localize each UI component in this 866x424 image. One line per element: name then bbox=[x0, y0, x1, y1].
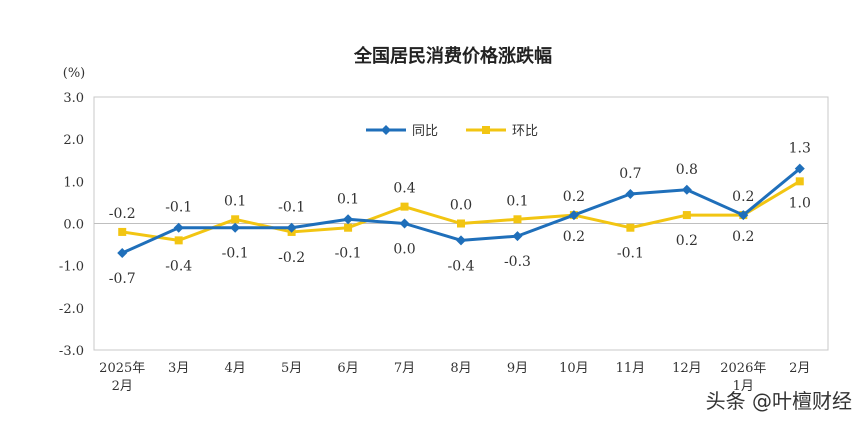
x-tick-label: 2025年 bbox=[99, 361, 145, 376]
data-label: 0.8 bbox=[676, 162, 698, 178]
data-point bbox=[738, 210, 749, 221]
x-tick-label: 5月 bbox=[281, 361, 302, 376]
data-label: -0.1 bbox=[335, 246, 362, 262]
y-tick-label: 2.0 bbox=[63, 133, 84, 148]
data-point bbox=[682, 211, 691, 220]
x-tick-label: 2月 bbox=[789, 361, 810, 376]
data-point bbox=[173, 222, 184, 233]
legend: 同比 环比 bbox=[366, 124, 538, 139]
chart-title: 全国居民消费价格涨跌幅 bbox=[353, 45, 552, 67]
x-tick-label: 12月 bbox=[672, 361, 702, 376]
data-label: 0.0 bbox=[450, 198, 472, 214]
legend-marker bbox=[482, 126, 490, 134]
x-tick-label: 1月 bbox=[733, 379, 754, 394]
data-point bbox=[400, 202, 409, 211]
data-point bbox=[795, 177, 804, 186]
y-axis-unit: (%) bbox=[63, 66, 86, 81]
data-label: 0.0 bbox=[393, 242, 415, 258]
data-label: -0.3 bbox=[504, 254, 531, 270]
data-point bbox=[625, 188, 636, 199]
y-axis-ticks: 3.0 2.0 1.0 0.0 -1.0 -2.0 -3.0 bbox=[59, 91, 84, 359]
x-tick-label: 7月 bbox=[394, 361, 415, 376]
x-tick-label: 8月 bbox=[450, 361, 471, 376]
y-tick-label: 1.0 bbox=[63, 175, 84, 190]
legend-label: 同比 bbox=[412, 124, 438, 139]
data-point bbox=[794, 163, 805, 174]
data-label: -0.2 bbox=[278, 250, 305, 266]
data-point bbox=[626, 223, 635, 232]
data-label: -0.4 bbox=[448, 258, 475, 274]
data-label: 0.2 bbox=[732, 229, 754, 245]
data-label: -0.4 bbox=[165, 258, 192, 274]
x-tick-label: 9月 bbox=[507, 361, 528, 376]
data-point bbox=[174, 236, 183, 245]
y-tick-label: 0.0 bbox=[63, 218, 84, 233]
data-label: 0.2 bbox=[563, 189, 585, 205]
data-label: 1.0 bbox=[789, 195, 811, 211]
x-tick-label: 11月 bbox=[616, 361, 646, 376]
data-point bbox=[512, 231, 523, 242]
y-tick-label: -3.0 bbox=[59, 344, 84, 359]
legend-marker bbox=[381, 125, 391, 135]
data-label: 0.1 bbox=[506, 193, 528, 209]
data-label: 0.1 bbox=[224, 193, 246, 209]
data-label: -0.1 bbox=[165, 200, 192, 216]
y-tick-label: -1.0 bbox=[59, 260, 84, 275]
data-point bbox=[117, 248, 128, 259]
data-point bbox=[344, 223, 353, 232]
data-label: 0.7 bbox=[619, 166, 641, 182]
data-point bbox=[681, 184, 692, 195]
data-labels: -0.7 -0.2 -0.1 -0.4 -0.1 0.1 -0.1 -0.2 0.1 -0.1 0.… bbox=[109, 141, 811, 287]
data-label: -0.7 bbox=[109, 271, 136, 287]
data-label: -0.1 bbox=[222, 246, 249, 262]
x-tick-label: 2026年 bbox=[720, 361, 766, 376]
x-tick-label: 3月 bbox=[168, 361, 189, 376]
data-label: -0.1 bbox=[278, 200, 305, 216]
data-label: 0.2 bbox=[563, 229, 585, 245]
x-axis-ticks: 2025年 2月 3月 4月 5月 6月 7月 8月 9月 10月 11月 12月 2026年 1月 2月 bbox=[99, 361, 810, 394]
data-point bbox=[399, 218, 410, 229]
watermark: 头条 @叶檀财经 bbox=[705, 389, 852, 413]
data-label: 1.3 bbox=[789, 141, 811, 157]
data-point bbox=[457, 219, 465, 228]
x-tick-label: 4月 bbox=[225, 361, 246, 376]
data-point bbox=[343, 214, 354, 225]
data-label: -0.2 bbox=[109, 206, 136, 222]
data-label: -0.1 bbox=[617, 246, 644, 262]
data-point bbox=[513, 215, 522, 224]
data-label: 0.4 bbox=[393, 181, 415, 197]
data-label: 0.2 bbox=[732, 189, 754, 205]
data-point bbox=[568, 210, 579, 221]
legend-label: 环比 bbox=[512, 124, 538, 139]
y-tick-label: 3.0 bbox=[63, 91, 84, 106]
data-point bbox=[286, 222, 297, 233]
data-label: 0.1 bbox=[337, 191, 359, 207]
series-lines bbox=[117, 163, 805, 259]
data-point bbox=[231, 215, 240, 224]
data-point bbox=[456, 235, 466, 246]
x-tick-label: 2月 bbox=[112, 379, 133, 394]
data-point bbox=[118, 227, 127, 236]
y-tick-label: -2.0 bbox=[59, 302, 84, 317]
x-tick-label: 6月 bbox=[337, 361, 358, 376]
x-tick-label: 10月 bbox=[559, 361, 589, 376]
data-point bbox=[230, 222, 241, 233]
data-label: 0.2 bbox=[676, 233, 698, 249]
